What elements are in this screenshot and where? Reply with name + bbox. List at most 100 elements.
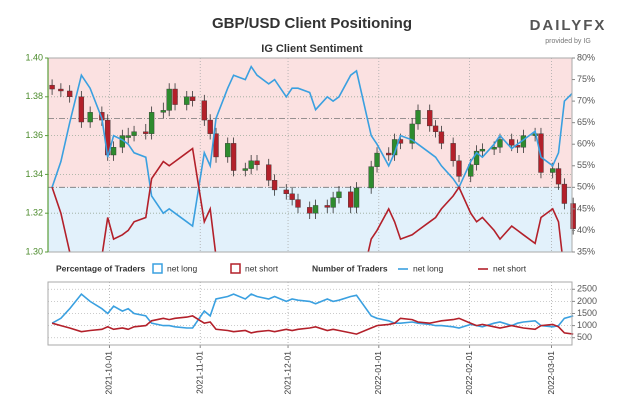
candle-body <box>143 131 149 134</box>
candle-body <box>561 183 568 204</box>
y2-tick-label: 65% <box>577 117 595 127</box>
line-layer <box>51 64 572 252</box>
candle-body <box>172 88 178 105</box>
candle-body <box>550 168 556 173</box>
candle-body <box>148 112 155 134</box>
chart-title: GBP/USD Client Positioning <box>212 15 412 32</box>
candle-body <box>473 150 480 165</box>
candle-body <box>295 199 301 208</box>
candle-body <box>336 191 342 198</box>
x-tick-label: 2022-03-01 <box>546 351 556 395</box>
candle-body <box>266 164 272 181</box>
series-line <box>51 292 574 329</box>
logo-byline: provided by IG <box>545 38 591 45</box>
candle-body <box>87 112 93 123</box>
legend-label: net short <box>245 263 279 273</box>
y2-tick-label: 60% <box>577 139 595 149</box>
candle-body <box>248 160 254 169</box>
y2-tick-label: 75% <box>577 74 595 84</box>
candle-body <box>415 110 421 125</box>
candle-body <box>538 133 544 173</box>
x-tick-label: 2021-11-01 <box>194 351 204 394</box>
y2-tick-label: 55% <box>577 160 595 170</box>
legend-title: Number of Traders <box>312 263 388 273</box>
candle-body <box>348 191 354 208</box>
candle-body <box>289 193 295 200</box>
y-tick-label: 1500 <box>577 308 597 318</box>
candle-body <box>242 168 248 171</box>
candle-body <box>78 96 85 123</box>
candle-body <box>555 168 562 185</box>
candle-body <box>254 160 260 165</box>
y-tick-label: 1.30 <box>25 246 43 256</box>
y2-tick-label: 45% <box>577 203 595 213</box>
candle-body <box>491 147 497 150</box>
candle-body <box>386 152 392 156</box>
candle-body <box>58 88 64 92</box>
x-tick-label: 2021-10-01 <box>104 351 114 395</box>
y2-tick-label: 50% <box>577 182 595 192</box>
y2-tick-label: 70% <box>577 95 595 105</box>
legend-label: net long <box>413 263 444 273</box>
candle-body <box>110 147 117 156</box>
candle-body <box>271 180 278 191</box>
candle-body <box>207 119 213 134</box>
chart-subtitle: IG Client Sentiment <box>261 43 363 55</box>
legend-label: net long <box>167 263 198 273</box>
short-zone <box>48 58 572 188</box>
candle-body <box>166 88 172 111</box>
series-line <box>51 147 563 252</box>
series-line <box>51 64 572 228</box>
y2-tick-label: 40% <box>577 225 595 235</box>
candle-body <box>353 187 360 208</box>
candle-body <box>324 205 330 208</box>
candle-body <box>201 100 207 121</box>
candle-body <box>160 110 166 113</box>
candle-body <box>307 207 313 214</box>
y2-tick-label: 35% <box>577 246 595 256</box>
candle-body <box>330 197 336 208</box>
candle-body <box>368 166 374 189</box>
x-tick-label: 2022-02-01 <box>464 351 474 395</box>
candle-body <box>427 110 433 127</box>
candle-body <box>374 152 380 167</box>
candle-body <box>468 164 474 177</box>
candle-body <box>456 160 462 177</box>
y-tick-label: 1.32 <box>25 208 43 218</box>
candle-body <box>230 143 237 171</box>
candle-body <box>432 125 439 132</box>
y2-tick-label: 80% <box>577 52 595 62</box>
candle-body <box>67 90 73 98</box>
y-tick-label: 500 <box>577 332 592 342</box>
series-line <box>51 315 574 335</box>
candle-body <box>225 143 231 158</box>
candle-body <box>189 96 196 101</box>
y-tick-label: 2000 <box>577 296 597 306</box>
candle-body <box>450 143 456 162</box>
candle-body <box>125 135 131 138</box>
candle-body <box>49 84 55 90</box>
y-tick-label: 1.40 <box>25 52 43 62</box>
candle-body <box>283 189 289 194</box>
y-tick-label: 1.36 <box>25 130 43 140</box>
legend-label: net short <box>493 263 527 273</box>
legend-title: Percentage of Traders <box>56 263 146 273</box>
candle-body <box>213 133 219 158</box>
x-tick-label: 2021-12-01 <box>282 351 292 395</box>
long-zone <box>48 187 572 252</box>
logo: DAILYFX <box>530 17 607 34</box>
candle-body <box>184 96 190 105</box>
legend-swatch <box>230 263 241 274</box>
candle-body <box>479 148 486 152</box>
x-tick-label: 2022-01-01 <box>373 351 383 395</box>
candle-body <box>312 205 319 214</box>
y-tick-label: 2500 <box>577 284 597 294</box>
candle-body <box>570 203 576 229</box>
candle-body <box>497 139 503 148</box>
candle-body <box>438 131 445 144</box>
candle-body <box>131 131 137 136</box>
y-tick-label: 1.38 <box>25 91 43 101</box>
legend-swatch <box>152 263 163 274</box>
candle-body <box>409 123 415 144</box>
